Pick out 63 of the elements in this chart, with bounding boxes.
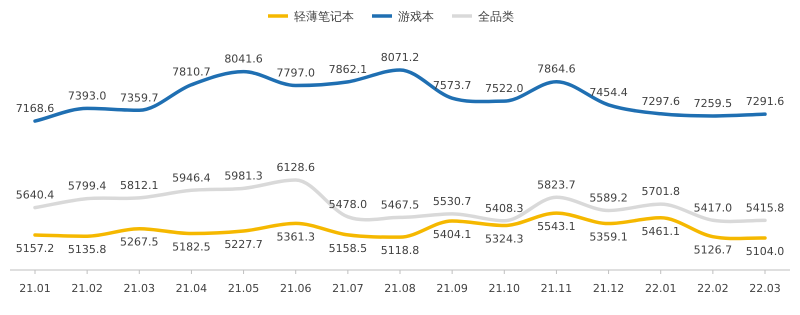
text: 7862.1 [328, 62, 368, 76]
text: 7810.7 [172, 66, 211, 79]
x-tick-label: 21.05 [228, 282, 260, 295]
legend-label: 全品类 [478, 10, 514, 24]
text: 5589.2 [589, 192, 628, 205]
text: 5823.7 [537, 178, 576, 192]
text: 5946.4 [172, 171, 211, 184]
text: 5530.7 [432, 194, 472, 208]
text: 5182.5 [172, 240, 211, 254]
text: 5404.1 [432, 228, 472, 242]
text: 7864.6 [537, 62, 576, 76]
x-tick-label: 22.02 [697, 282, 729, 295]
x-tick-label: 21.03 [124, 282, 156, 295]
x-tick-label: 21.04 [176, 282, 208, 295]
x-tick-label: 21.01 [19, 282, 51, 295]
x-tick-label: 21.06 [280, 282, 312, 295]
text: 5543.1 [537, 220, 576, 234]
text: 5118.8 [380, 244, 420, 258]
text: 5701.8 [641, 185, 680, 198]
legend-label: 游戏本 [398, 10, 434, 24]
text: 5408.3 [485, 202, 524, 215]
text: 5104.0 [746, 245, 784, 258]
text: 5799.4 [68, 180, 106, 193]
text: 5417.0 [694, 201, 732, 214]
text: 5640.4 [16, 188, 54, 202]
text: 5324.3 [485, 232, 524, 246]
legend-label: 轻薄笔记本 [294, 10, 354, 24]
text: 8071.2 [380, 51, 420, 64]
text: 7522.0 [485, 82, 524, 96]
text: 5126.7 [694, 244, 732, 257]
text: 5135.8 [68, 243, 106, 256]
x-tick-label: 21.09 [436, 282, 468, 295]
text: 5157.2 [16, 242, 54, 255]
text: 5415.8 [746, 201, 784, 214]
text: 7297.6 [641, 94, 680, 108]
text: 5267.5 [120, 236, 159, 249]
text: 7797.0 [276, 66, 315, 80]
x-tick-label: 21.02 [71, 282, 103, 295]
text: 7168.6 [16, 102, 54, 116]
text: 5461.1 [641, 224, 680, 238]
text: 5359.1 [589, 230, 628, 244]
text: 8041.6 [224, 52, 263, 66]
text: 7259.5 [694, 96, 732, 110]
text: 5227.7 [224, 238, 263, 251]
text: 5981.3 [224, 169, 263, 182]
text: 7393.0 [68, 89, 106, 102]
x-tick-label: 22.03 [749, 282, 781, 295]
text: 5158.5 [328, 242, 368, 255]
text: 5467.5 [380, 198, 420, 212]
text: 6128.6 [276, 160, 315, 174]
x-tick-label: 21.08 [384, 282, 416, 295]
x-tick-label: 21.10 [488, 282, 520, 295]
x-tick-label: 21.11 [540, 282, 572, 295]
text: 7573.7 [432, 79, 472, 92]
x-tick-label: 21.07 [332, 282, 364, 295]
text: 5361.3 [276, 230, 315, 244]
x-tick-label: 22.01 [644, 282, 676, 295]
text: 7291.6 [746, 95, 784, 108]
text: 7454.4 [589, 86, 628, 99]
text: 5478.0 [328, 198, 368, 211]
text: 7359.7 [120, 91, 159, 104]
text: 5812.1 [120, 178, 159, 192]
x-tick-label: 21.12 [592, 282, 624, 295]
